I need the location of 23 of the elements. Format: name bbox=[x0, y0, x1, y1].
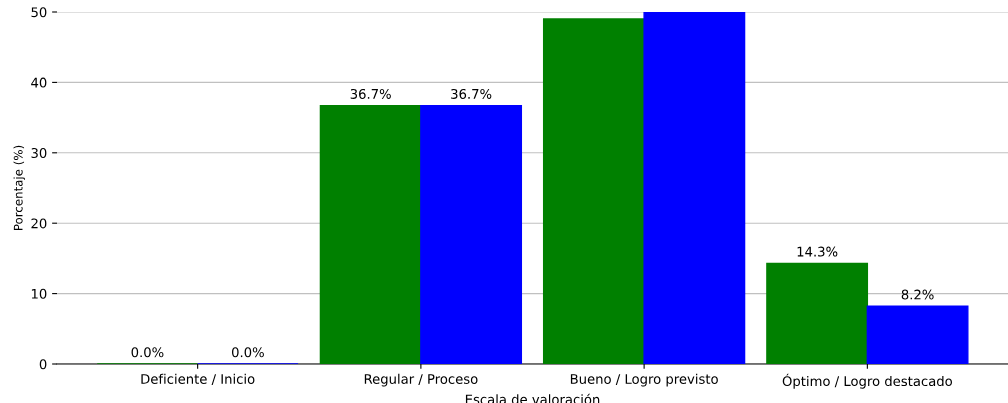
x-tick-label: Bueno / Logro previsto bbox=[570, 373, 718, 387]
data-label: 36.7% bbox=[451, 88, 492, 99]
y-tick-label: 30 bbox=[31, 148, 47, 158]
y-tick-label: 10 bbox=[31, 288, 47, 299]
bar bbox=[643, 12, 746, 364]
data-label: 0.0% bbox=[131, 347, 164, 358]
y-axis-title: Porcentaje (%) bbox=[13, 145, 25, 230]
bar bbox=[319, 104, 422, 364]
x-tick-label: Regular / Proceso bbox=[364, 373, 478, 387]
y-tick-label: 0 bbox=[39, 359, 47, 370]
data-label: 36.7% bbox=[350, 88, 391, 99]
bar bbox=[866, 305, 969, 364]
x-tick-label: Deficiente / Inicio bbox=[141, 373, 255, 385]
y-tick-label: 40 bbox=[31, 77, 47, 88]
bar bbox=[420, 104, 523, 364]
bar bbox=[766, 262, 869, 364]
data-label: 14.3% bbox=[797, 246, 838, 257]
data-label: 0.0% bbox=[231, 347, 264, 358]
bar bbox=[542, 18, 645, 364]
data-label: 8.2% bbox=[901, 289, 934, 300]
x-tick-label: Óptimo / Logro destacado bbox=[782, 373, 952, 389]
y-tick-label: 50 bbox=[31, 7, 47, 18]
y-tick-label: 20 bbox=[31, 218, 47, 229]
